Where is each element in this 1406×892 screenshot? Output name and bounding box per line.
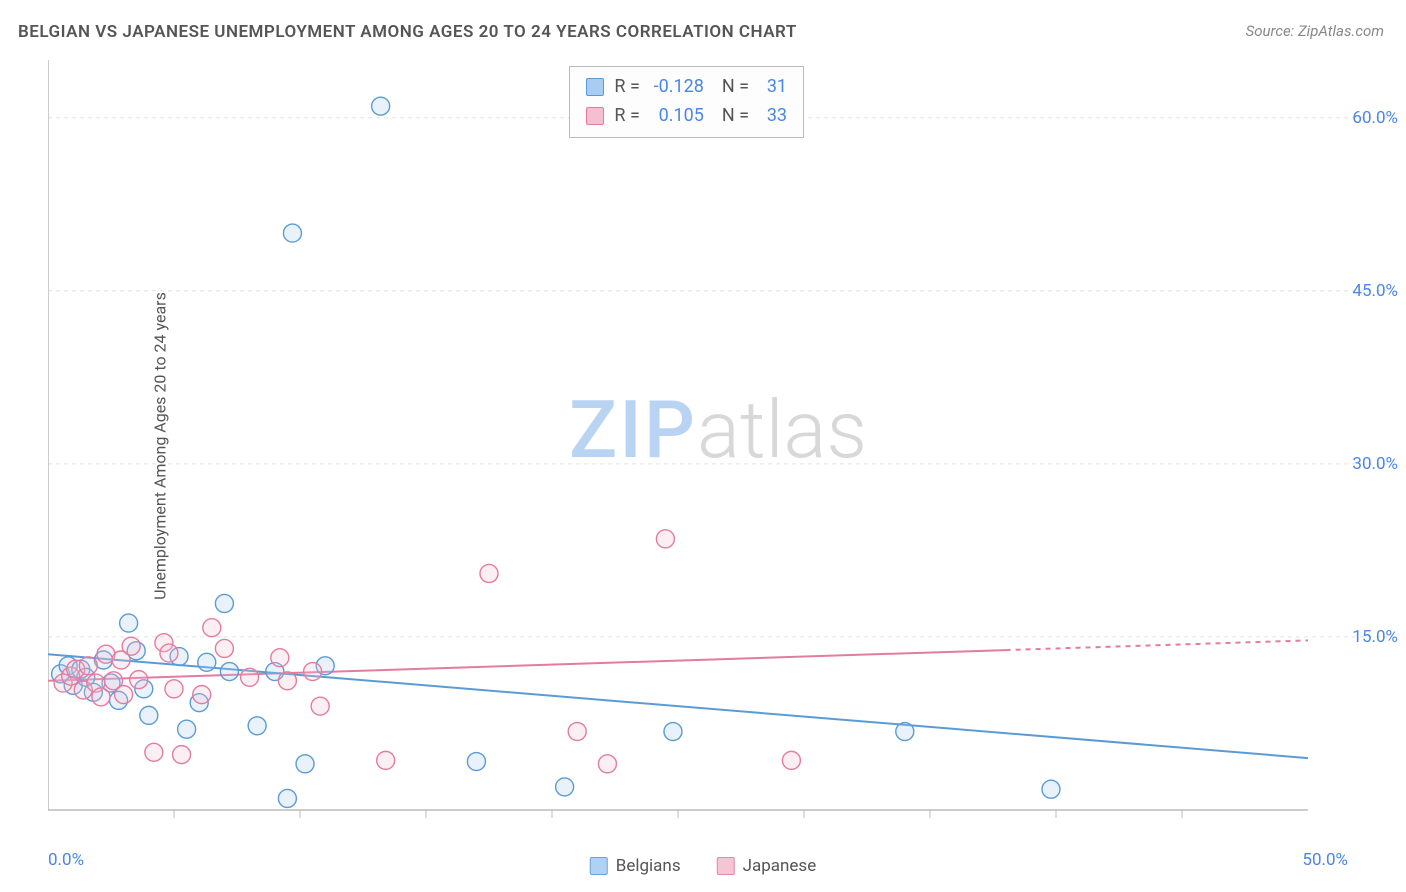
legend-item-belgians: Belgians bbox=[590, 856, 681, 876]
stats-swatch-japanese bbox=[586, 107, 604, 125]
y-tick-label: 45.0% bbox=[1352, 281, 1398, 301]
stats-r-value: 0.105 bbox=[650, 102, 704, 131]
stats-r-label: R = bbox=[614, 102, 639, 131]
legend-label-japanese: Japanese bbox=[743, 856, 817, 876]
stats-r-label: R = bbox=[614, 73, 639, 102]
source-name: ZipAtlas.com bbox=[1298, 22, 1384, 40]
stats-n-value: 31 bbox=[759, 73, 787, 102]
legend-label-belgians: Belgians bbox=[616, 856, 681, 876]
legend-swatch-belgians bbox=[590, 857, 608, 875]
y-tick-label: 60.0% bbox=[1352, 108, 1398, 128]
source-label: Source: bbox=[1246, 22, 1298, 40]
stats-box: R = -0.128 N = 31 R = 0.105 N = 33 bbox=[569, 66, 804, 138]
stats-swatch-belgians bbox=[586, 78, 604, 96]
chart-svg bbox=[48, 60, 1388, 830]
stats-n-value: 33 bbox=[759, 102, 787, 131]
stats-row-japanese: R = 0.105 N = 33 bbox=[586, 102, 787, 131]
y-tick-label: 15.0% bbox=[1352, 627, 1398, 647]
chart-plot-area: ZIPatlas bbox=[48, 60, 1388, 830]
y-tick-label: 30.0% bbox=[1352, 454, 1398, 474]
legend-swatch-japanese bbox=[717, 857, 735, 875]
stats-n-label: N = bbox=[722, 102, 749, 131]
legend: Belgians Japanese bbox=[590, 856, 816, 876]
stats-n-label: N = bbox=[722, 73, 749, 102]
y-axis-ticks: 15.0% 30.0% 45.0% 60.0% bbox=[1338, 60, 1398, 830]
chart-title: BELGIAN VS JAPANESE UNEMPLOYMENT AMONG A… bbox=[18, 22, 797, 42]
stats-r-value: -0.128 bbox=[650, 73, 704, 102]
stats-row-belgians: R = -0.128 N = 31 bbox=[586, 73, 787, 102]
x-tick-max: 50.0% bbox=[1302, 850, 1348, 870]
source-attribution: Source: ZipAtlas.com bbox=[1246, 22, 1384, 40]
x-tick-min: 0.0% bbox=[48, 850, 84, 870]
legend-item-japanese: Japanese bbox=[717, 856, 817, 876]
